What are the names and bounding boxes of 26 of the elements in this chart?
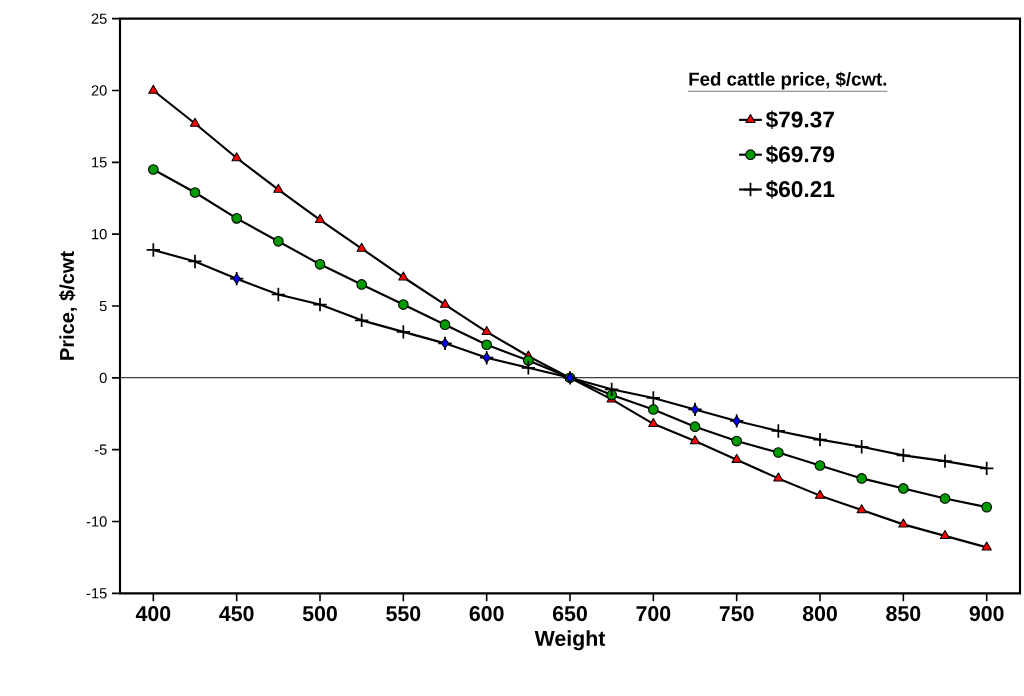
- x-tick-label: 650: [552, 606, 587, 622]
- y-tick-label: 20: [91, 85, 107, 96]
- x-tick-label: 500: [302, 606, 337, 622]
- x-tick-label: 750: [719, 606, 754, 622]
- legend-title: Fed cattle price, $/cwt.: [689, 71, 887, 90]
- y-tick-label: 5: [99, 300, 107, 312]
- y-tick-label: -10: [86, 516, 107, 527]
- x-tick-label: 600: [469, 606, 504, 622]
- y-axis-title: Price, $/cwt: [58, 251, 77, 360]
- x-tick-label: 550: [386, 606, 421, 622]
- legend-label: $69.79: [765, 145, 835, 164]
- y-tick-label: 25: [91, 13, 107, 24]
- x-tick-label: 400: [135, 606, 171, 622]
- y-tick-label: 15: [92, 157, 107, 168]
- x-tick-label: 900: [969, 606, 1004, 622]
- y-tick-label: -5: [94, 444, 107, 455]
- y-tick-label: -15: [86, 588, 107, 599]
- x-axis-title: Weight: [534, 630, 606, 651]
- y-tick-label: 0: [99, 372, 107, 384]
- y-tick-label: 10: [92, 228, 107, 240]
- x-tick-label: 450: [219, 606, 254, 622]
- legend-label: $60.21: [765, 180, 835, 199]
- x-tick-label: 800: [802, 606, 837, 622]
- x-tick-label: 850: [886, 606, 921, 622]
- x-tick-label: 700: [636, 606, 671, 622]
- legend-label: $79.37: [765, 110, 834, 129]
